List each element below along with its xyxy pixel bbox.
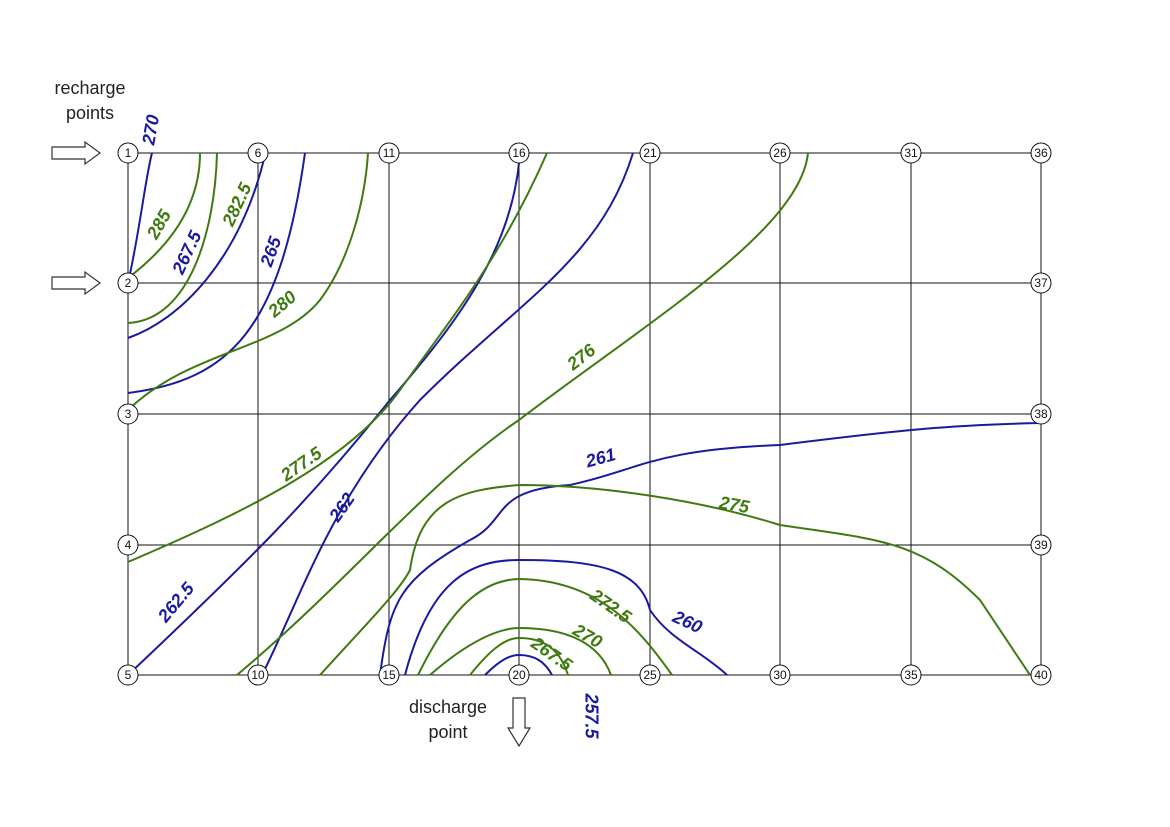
recharge-label: recharge points (54, 78, 126, 123)
node (900, 142, 922, 164)
node (117, 534, 139, 556)
node-label: 11 (383, 146, 396, 160)
contour-label: 270 (569, 619, 606, 652)
grid (127, 152, 1042, 676)
contour-label: 272.5 (586, 584, 636, 627)
node (769, 664, 791, 686)
node-label: 16 (512, 146, 526, 160)
node-label: 30 (773, 668, 787, 682)
node (117, 272, 139, 294)
node-label: 1 (125, 146, 132, 160)
node-label: 37 (1034, 276, 1048, 290)
node (247, 664, 269, 686)
node-label: 10 (251, 668, 265, 682)
node (247, 142, 269, 164)
nodes: 1 2 3 4 5 6 10 11 15 16 20 21 25 26 30 31 35 36 37 38 39 40 (117, 142, 1052, 686)
contour-label: 260 (669, 606, 706, 637)
node-label: 40 (1034, 668, 1048, 682)
node-label: 35 (904, 668, 918, 682)
contour-label: 276 (562, 339, 600, 374)
node (508, 142, 530, 164)
node (1030, 664, 1052, 686)
contour-label: 280 (263, 287, 300, 322)
contour-label: 275 (717, 492, 752, 517)
node (1030, 272, 1052, 294)
node (117, 142, 139, 164)
node (1030, 403, 1052, 425)
node-label: 3 (125, 407, 132, 421)
node (378, 142, 400, 164)
node-label: 36 (1034, 146, 1048, 160)
node-label: 5 (125, 668, 132, 682)
node-label: 31 (904, 146, 918, 160)
node (1030, 534, 1052, 556)
node-label: 4 (125, 538, 132, 552)
node-label: 39 (1034, 538, 1048, 552)
node (769, 142, 791, 164)
node (117, 403, 139, 425)
node (508, 664, 530, 686)
contour-label: 262.5 (153, 578, 199, 627)
node (117, 664, 139, 686)
contour-label: 267.5 (527, 632, 577, 675)
node-label: 6 (255, 146, 262, 160)
flow-arrows (51, 140, 532, 748)
node (1030, 142, 1052, 164)
node-label: 15 (382, 668, 396, 682)
contour-label: 257.5 (581, 692, 601, 739)
node (639, 664, 661, 686)
contours (127, 152, 1042, 676)
contour-label: 261 (583, 444, 618, 471)
node-label: 38 (1034, 407, 1048, 421)
node (378, 664, 400, 686)
node-label: 2 (125, 276, 132, 290)
node-label: 26 (773, 146, 787, 160)
discharge-label: discharge point (408, 697, 488, 742)
contour-label: 262 (325, 489, 359, 526)
node (639, 142, 661, 164)
node-label: 25 (643, 668, 657, 682)
node-label: 21 (643, 146, 657, 160)
node-label: 20 (512, 668, 526, 682)
node (900, 664, 922, 686)
